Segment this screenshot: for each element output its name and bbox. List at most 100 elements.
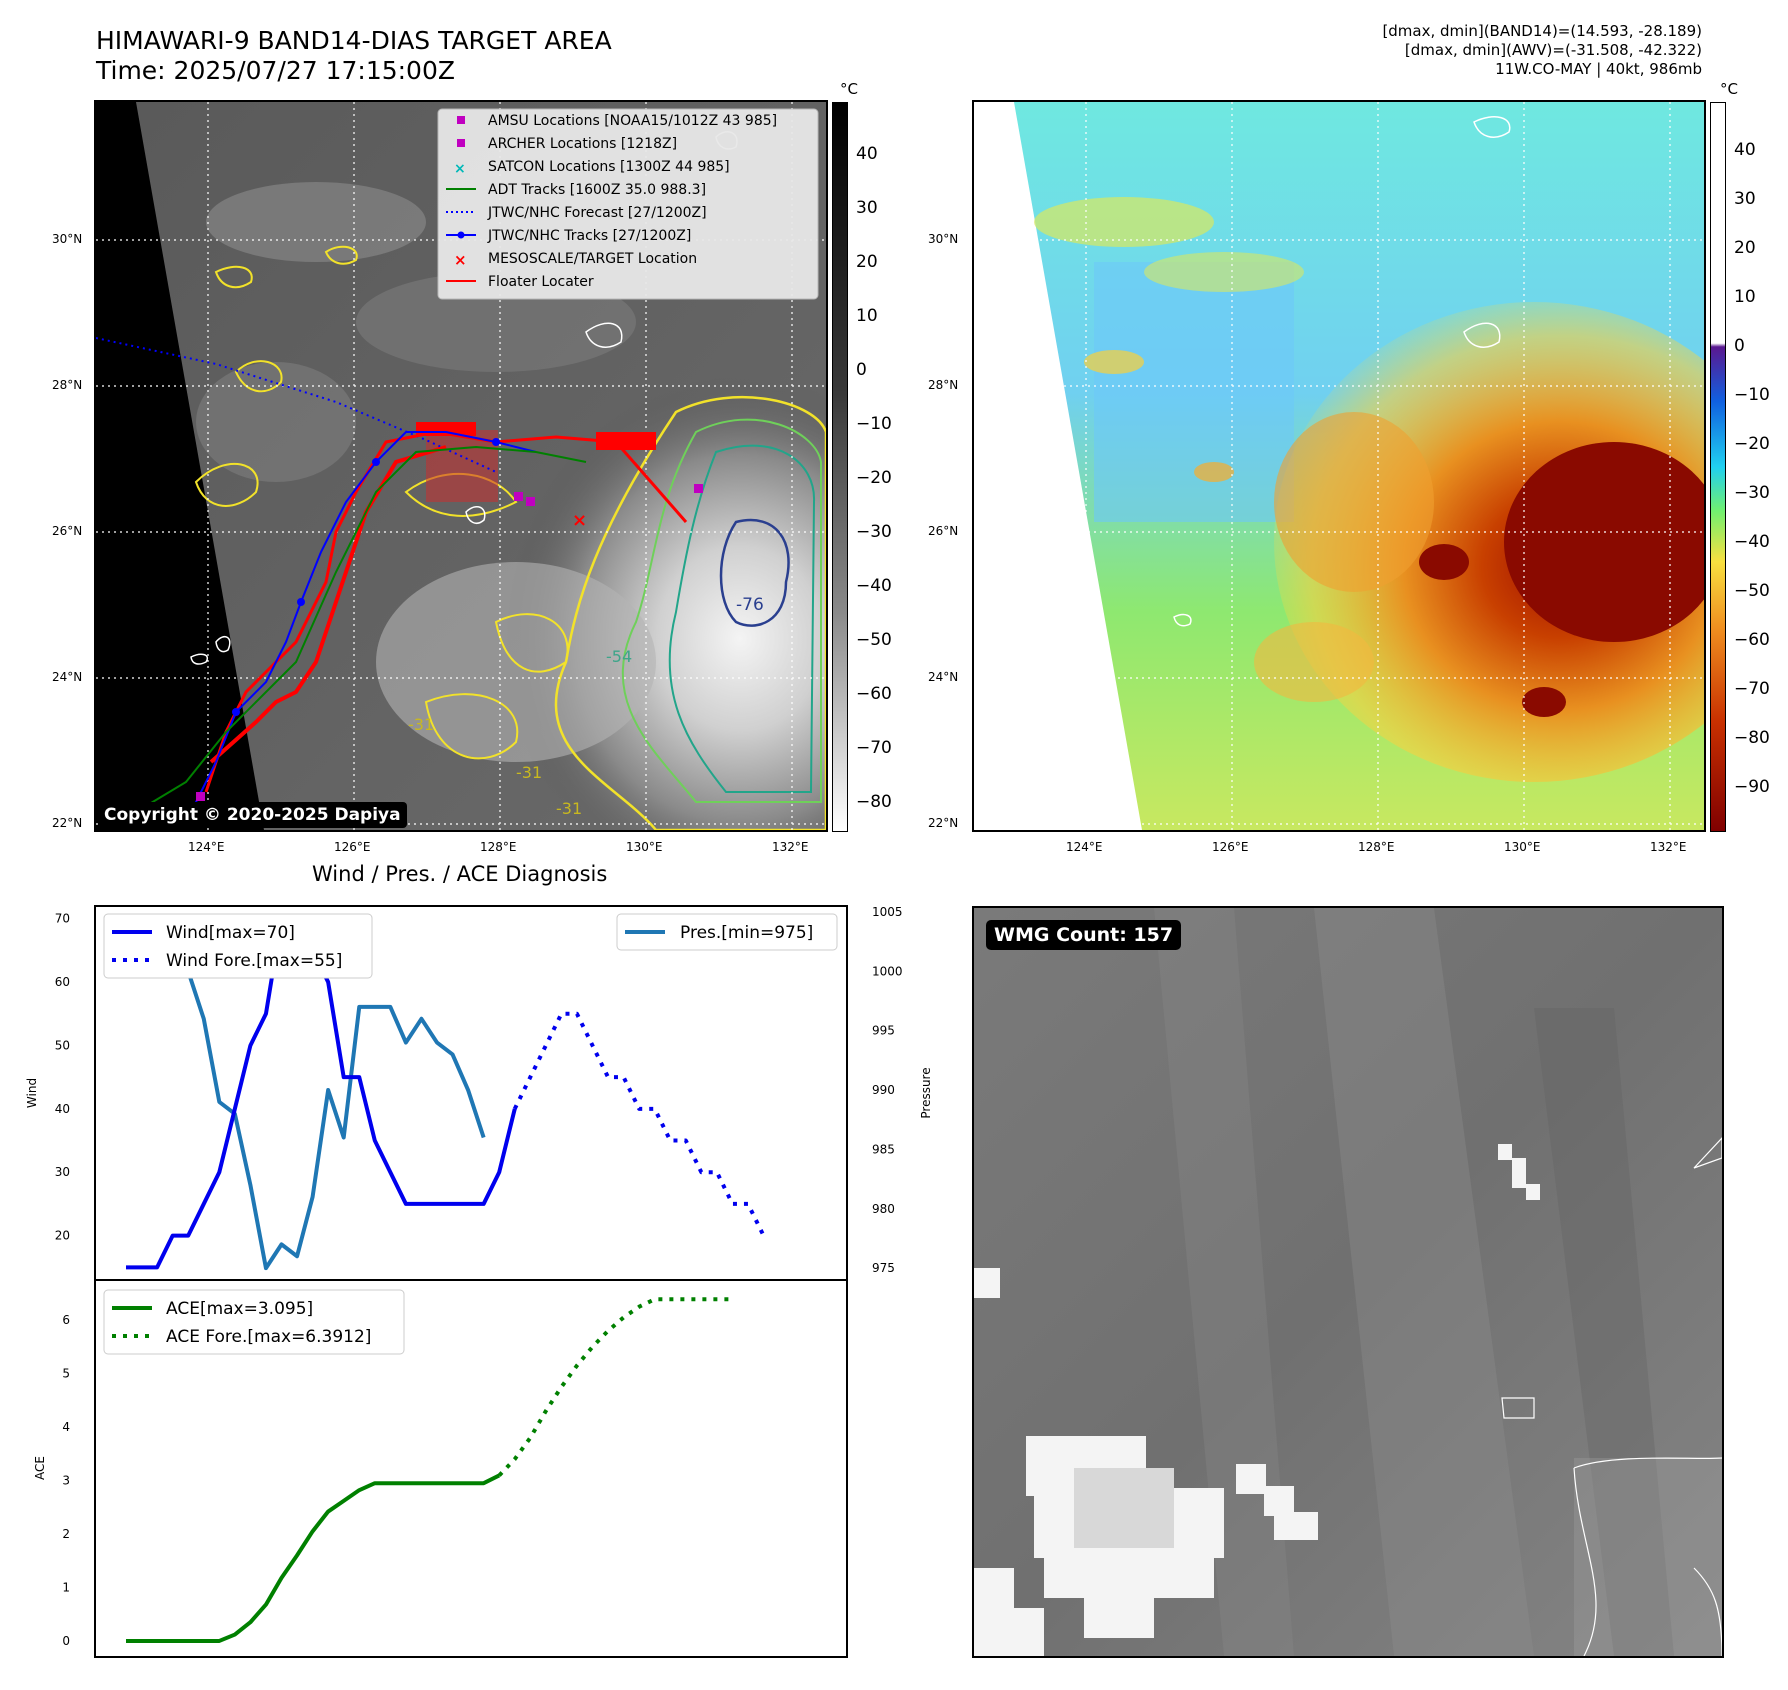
legend-archer: ARCHER Locations [1218Z] [488, 136, 677, 152]
legend-amsu: AMSU Locations [NOAA15/1012Z 43 985] [488, 113, 777, 129]
svg-text:×: × [454, 161, 466, 177]
ace-line [126, 1473, 501, 1643]
wind-y-ticks: 70 60 50 40 30 20 [55, 912, 70, 1243]
svg-text:×: × [454, 251, 467, 269]
legend-jtwc-forecast: JTWC/NHC Forecast [27/1200Z] [487, 205, 707, 221]
ace-forecast-line [497, 1297, 733, 1477]
wv-colorbar-tick: −50 [1734, 581, 1770, 601]
wv-colorbar-tick: −60 [1734, 630, 1770, 650]
ir-lat-24: 24°N [52, 670, 83, 684]
ir-colorbar-unit: °C [840, 80, 858, 98]
contour-label-76: -76 [736, 595, 764, 615]
wv-colorbar-tick: 40 [1734, 140, 1756, 160]
wv-colorbar-tick: −80 [1734, 728, 1770, 748]
diagnosis-title: Wind / Pres. / ACE Diagnosis [312, 862, 608, 886]
ace-ylabel: ACE [33, 1456, 47, 1480]
ir-colorbar-tick: −10 [856, 414, 892, 434]
wv-colorbar-tick: 20 [1734, 238, 1756, 258]
ace-y-tick: 6 [62, 1313, 70, 1327]
figure-title: HIMAWARI-9 BAND14-DIAS TARGET AREA Time:… [96, 26, 612, 86]
wv-colorbar-tick: −40 [1734, 532, 1770, 552]
wv-lat-30: 30°N [928, 232, 959, 246]
wv-lon-128: 128°E [1358, 840, 1395, 854]
legend-jtwc-tracks: JTWC/NHC Tracks [27/1200Z] [487, 228, 691, 244]
wv-map-panel [972, 100, 1706, 832]
pressure-y-tick: 985 [872, 1142, 895, 1156]
wv-colorbar-tick: −20 [1734, 434, 1770, 454]
ir-colorbar-tick: −30 [856, 522, 892, 542]
legend-wind-fore: Wind Fore.[max=55] [166, 951, 342, 971]
legend-ace: ACE[max=3.095] [166, 1299, 313, 1319]
ir-colorbar-tick: 0 [856, 360, 867, 380]
ir-lon-124: 124°E [188, 840, 225, 854]
info-line-1: [dmax, dmin](BAND14)=(14.593, -28.189) [1382, 22, 1702, 40]
wind-y-tick: 60 [55, 975, 70, 989]
pressure-ylabel: Pressure [919, 1067, 933, 1118]
contour-label-31b: -31 [516, 763, 542, 782]
ir-lon-130: 130°E [626, 840, 663, 854]
wind-y-tick: 20 [55, 1229, 70, 1243]
ace-y-tick: 5 [62, 1367, 70, 1381]
wv-lon-132: 132°E [1650, 840, 1687, 854]
wv-map-svg [974, 102, 1704, 830]
wmg-count-badge: WMG Count: 157 [986, 920, 1182, 950]
ir-colorbar-tick: −20 [856, 468, 892, 488]
ir-colorbar-tick: 30 [856, 198, 878, 218]
ace-y-ticks: 6 5 4 3 2 1 0 [62, 1313, 70, 1648]
wv-lon-124: 124°E [1066, 840, 1103, 854]
legend-wind: Wind[max=70] [166, 923, 295, 943]
ir-lat-30: 30°N [52, 232, 83, 246]
pressure-y-ticks: 1005 1000 995 990 985 980 975 [872, 905, 903, 1275]
legend-adt: ADT Tracks [1600Z 35.0 988.3] [488, 182, 706, 198]
pressure-y-tick: 995 [872, 1024, 895, 1038]
wv-colorbar-unit: °C [1720, 80, 1738, 98]
wv-lat-24: 24°N [928, 670, 959, 684]
wmg-panel: WMG Count: 157 [972, 906, 1724, 1658]
ir-lat-28: 28°N [52, 378, 83, 392]
legend-satcon: SATCON Locations [1300Z 44 985] [488, 159, 730, 175]
wv-colorbar-tick: 0 [1734, 336, 1745, 356]
wv-colorbar-tick: 10 [1734, 287, 1756, 307]
pressure-y-tick: 990 [872, 1083, 895, 1097]
ace-y-tick: 0 [62, 1634, 70, 1648]
ir-colorbar-tick: −70 [856, 738, 892, 758]
copyright-badge: Copyright © 2020-2025 Dapiya [98, 802, 407, 828]
ir-colorbar-tick: 10 [856, 306, 878, 326]
wv-colorbar-tick: −70 [1734, 679, 1770, 699]
ace-legend: ACE[max=3.095] ACE Fore.[max=6.3912] [103, 1289, 405, 1355]
wv-lat-22: 22°N [928, 816, 959, 830]
legend-ace-fore: ACE Fore.[max=6.3912] [166, 1327, 371, 1347]
wind-forecast-line [512, 1011, 766, 1237]
wv-colorbar-tick: −10 [1734, 385, 1770, 405]
pressure-y-tick: 1000 [872, 964, 903, 978]
ace-y-tick: 1 [62, 1580, 70, 1594]
wind-y-tick: 50 [55, 1038, 70, 1052]
wind-y-tick: 30 [55, 1165, 70, 1179]
ir-colorbar-tick: 20 [856, 252, 878, 272]
wv-lon-126: 126°E [1212, 840, 1249, 854]
wind-ylabel: Wind [25, 1078, 39, 1108]
wv-colorbar [1710, 102, 1726, 832]
ir-lon-132: 132°E [772, 840, 809, 854]
info-line-3: 11W.CO-MAY | 40kt, 986mb [1495, 60, 1702, 78]
svg-text:×: × [572, 510, 587, 531]
ir-lat-22: 22°N [52, 816, 83, 830]
contour-label-54: -54 [606, 647, 632, 666]
wmg-svg [974, 908, 1722, 1656]
ace-y-tick: 3 [62, 1474, 70, 1488]
wind-y-tick: 70 [55, 912, 70, 926]
map-legend: AMSU Locations [NOAA15/1012Z 43 985] ARC… [437, 108, 819, 300]
pressure-y-tick: 1005 [872, 905, 903, 919]
contour-label-31a: -31 [408, 715, 434, 734]
ir-lat-26: 26°N [52, 524, 83, 538]
wv-lon-130: 130°E [1504, 840, 1541, 854]
wv-colorbar-tick: 30 [1734, 189, 1756, 209]
title-line-1: HIMAWARI-9 BAND14-DIAS TARGET AREA [96, 26, 612, 55]
pressure-y-tick: 980 [872, 1202, 895, 1216]
ir-lon-128: 128°E [480, 840, 517, 854]
storm-info: [dmax, dmin](BAND14)=(14.593, -28.189) [… [1382, 22, 1702, 79]
ir-colorbar-tick: −50 [856, 630, 892, 650]
wv-lat-28: 28°N [928, 378, 959, 392]
ace-axes [94, 1279, 848, 1658]
ir-colorbar-tick: −60 [856, 684, 892, 704]
